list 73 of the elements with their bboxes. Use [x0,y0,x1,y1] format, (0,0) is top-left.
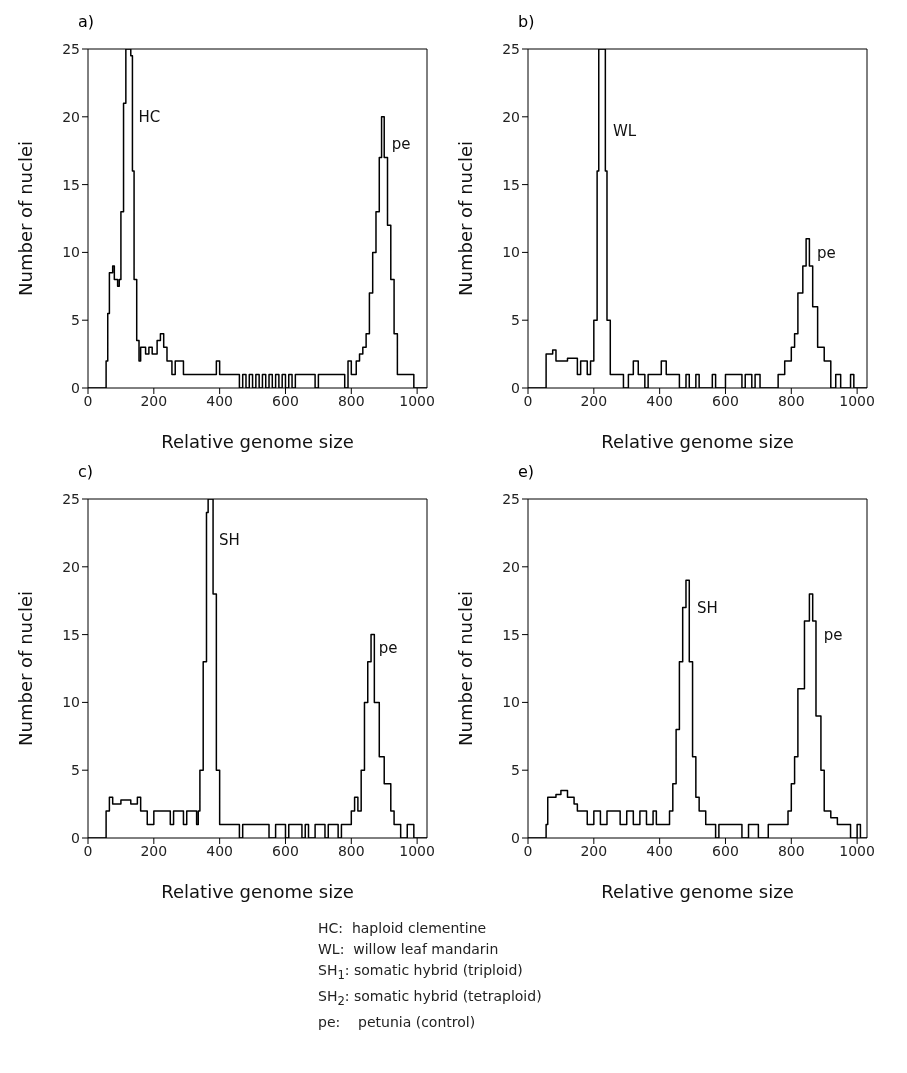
annotation: pe [378,639,398,658]
y-tick-label: 10 [502,244,520,261]
x-tick-label: 800 [337,842,365,859]
x-tick-label: 600 [712,392,739,409]
y-tick-label: 10 [62,694,80,711]
y-tick-label: 25 [502,490,520,507]
x-tick-label: 0 [523,392,533,409]
x-tick-label: 600 [272,842,299,859]
x-tick-label: 400 [646,842,674,859]
y-tick-label: 5 [511,312,520,329]
y-tick-label: 0 [511,829,520,846]
x-axis-title: Relative genome size [161,881,354,902]
y-axis-title: Number of nuclei [15,591,37,746]
y-tick-label: 0 [511,379,520,396]
x-tick-label: 400 [206,842,234,859]
x-tick-label: 400 [646,392,674,409]
x-tick-label: 200 [580,842,608,859]
y-tick-label: 5 [71,762,80,779]
y-axis-title: Number of nuclei [455,591,477,746]
y-axis-title: Number of nuclei [15,141,37,296]
y-axis-title: Number of nuclei [455,141,477,296]
annotation: pe [817,243,836,262]
chart-title: a) [78,12,95,31]
x-tick-label: 800 [777,842,805,859]
x-axis-title: Relative genome size [601,881,794,902]
x-tick-label: 0 [83,392,93,409]
y-tick-label: 15 [62,176,80,193]
x-tick-label: 600 [712,842,739,859]
x-tick-label: 800 [777,392,805,409]
text: HC: haploid clementine [318,919,488,938]
y-tick-label: 15 [62,626,80,643]
text: WL: willow leaf mandarin [318,940,500,959]
y-tick-label: 20 [62,558,80,575]
y-tick-label: 10 [502,694,520,711]
x-tick-label: 1000 [839,842,875,859]
annotation: SH [696,598,718,617]
x-tick-label: 200 [140,392,168,409]
chart-title: b) [518,12,535,31]
x-tick-label: 200 [140,842,168,859]
x-tick-label: 0 [523,842,533,859]
x-tick-label: 400 [206,392,234,409]
chart-title: c) [78,462,94,481]
x-tick-label: 800 [337,392,365,409]
y-tick-label: 15 [502,626,520,643]
x-axis-title: Relative genome size [601,431,794,452]
y-tick-label: 15 [502,176,520,193]
chart-title: e) [518,462,535,481]
y-tick-label: 25 [62,490,80,507]
text: pe: petunia (control) [318,1012,477,1032]
x-axis-title: Relative genome size [161,431,354,452]
annotation: HC [138,108,161,127]
text: SH$_{2}$: somatic hybrid (tetraploid) [318,986,543,1010]
text: SH$_{1}$: somatic hybrid (triploid) [318,961,524,984]
y-tick-label: 0 [71,379,80,396]
y-tick-label: 20 [502,558,520,575]
x-tick-label: 1000 [839,392,875,409]
annotation: pe [823,625,843,644]
annotation: pe [391,135,411,154]
x-tick-label: 600 [272,392,299,409]
y-tick-label: 10 [62,244,80,261]
x-tick-label: 200 [580,392,608,409]
y-tick-label: 25 [502,40,520,57]
y-tick-label: 5 [71,312,80,329]
annotation: WL [612,121,637,140]
y-tick-label: 20 [62,108,80,125]
annotation: SH [219,531,240,550]
y-tick-label: 25 [62,40,80,57]
y-tick-label: 20 [502,108,520,125]
x-tick-label: 1000 [399,392,435,409]
x-tick-label: 1000 [399,842,435,859]
y-tick-label: 5 [511,762,520,779]
y-tick-label: 0 [71,829,80,846]
x-tick-label: 0 [83,842,93,859]
